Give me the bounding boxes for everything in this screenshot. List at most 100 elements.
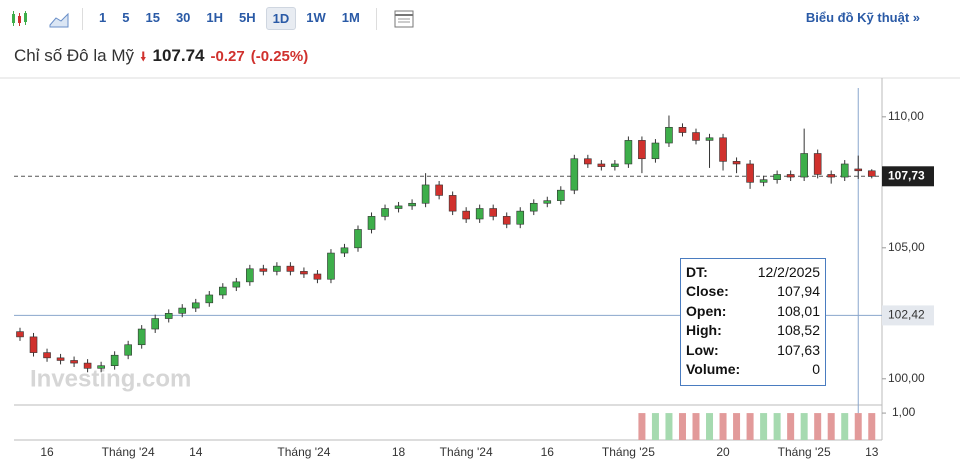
candle-body — [462, 210, 470, 220]
area-icon[interactable] — [48, 8, 70, 30]
candle-body — [381, 208, 389, 217]
x-tick-label: 16 — [40, 445, 54, 459]
volume-bar — [760, 413, 768, 440]
candle-body — [489, 208, 498, 217]
volume-bar — [719, 413, 727, 440]
volume-bar — [814, 413, 822, 440]
candle-body — [354, 229, 362, 249]
interval-button[interactable]: 1 — [99, 10, 107, 25]
quote: Chỉ số Đô la Mỹ 🠛 107.74 -0.27 (-0.25%) — [14, 46, 308, 70]
change: -0.27 — [210, 48, 245, 65]
volume-bar — [827, 413, 835, 440]
interval-button[interactable]: 1M — [341, 10, 360, 25]
candle-body — [300, 271, 308, 275]
y-tick-label: 110,00 — [888, 109, 924, 123]
candle-body — [448, 195, 457, 212]
interval-button[interactable]: 1H — [206, 10, 224, 25]
interval-group: 1 5 15 30 1H 5H 1D 1W 1M — [91, 7, 368, 30]
candle-body — [124, 344, 132, 356]
candle-body — [286, 265, 295, 272]
x-tick-label: Tháng '24 — [440, 445, 493, 459]
candle-body — [232, 281, 241, 288]
candle-body — [854, 168, 863, 172]
technical-chart-link[interactable]: Biểu đồ Kỹ thuật » — [805, 10, 920, 25]
candle-body — [408, 202, 416, 207]
tooltip-label: Close: — [686, 283, 729, 300]
tooltip: DT: 12/2/2025 Close: 107,94 Open: 108,01 High:… — [680, 258, 826, 386]
change-percent: (-0.25%) — [250, 48, 309, 65]
candle-body — [638, 140, 646, 160]
interval-button[interactable]: 15 — [145, 10, 160, 25]
x-tick-label: 18 — [392, 445, 406, 459]
candle-body — [219, 286, 227, 296]
tooltip-row: Low: 107,63 — [686, 340, 820, 360]
tooltip-label: DT: — [686, 263, 708, 280]
candle-body — [164, 313, 173, 319]
tooltip-value: 12/2/2025 — [757, 263, 820, 280]
candle-body — [516, 210, 525, 225]
volume-bar — [733, 413, 741, 440]
instrument-name: Chỉ số Đô la Mỹ — [14, 46, 134, 65]
x-tick-label: 14 — [189, 445, 203, 459]
candle-body — [435, 184, 443, 196]
y-tick-label: 105,00 — [888, 240, 925, 254]
tooltip-label: Volume: — [686, 361, 741, 378]
candle-body — [29, 336, 38, 353]
candle-body — [786, 174, 795, 178]
last-price: 107.74 — [152, 46, 205, 65]
volume-bar — [800, 413, 808, 440]
crosshair-label-box — [882, 305, 934, 326]
table-icon[interactable] — [393, 8, 415, 30]
volume-bar — [773, 413, 781, 440]
candle-body — [421, 184, 430, 204]
tooltip-row: High: 108,52 — [686, 321, 820, 341]
candle-body — [313, 273, 322, 280]
down-arrow: 🠛 — [139, 49, 147, 64]
candle-body — [732, 161, 741, 165]
candle-body — [475, 208, 484, 220]
tooltip-value: 108,52 — [777, 322, 820, 339]
volume-bar — [868, 413, 876, 440]
last-price-box — [882, 166, 934, 187]
last-price-label: 107,73 — [888, 168, 925, 182]
volume-tick-label: 1,00 — [892, 405, 916, 419]
candle-body — [692, 132, 700, 141]
x-tick-label: Tháng '24 — [277, 445, 330, 459]
volume-bar — [665, 413, 673, 440]
candle-body — [110, 354, 119, 367]
candle-body — [83, 362, 92, 369]
candle-body — [597, 163, 606, 167]
candle-body — [394, 205, 403, 209]
candle-body — [746, 163, 754, 183]
candle-body — [570, 158, 579, 191]
x-tick-label: 20 — [716, 445, 730, 459]
volume-bar — [841, 413, 849, 440]
tooltip-value: 0 — [812, 361, 820, 378]
x-tick-label: 16 — [541, 445, 555, 459]
volume-bar — [854, 413, 862, 440]
interval-button[interactable]: 5 — [122, 10, 130, 25]
interval-button[interactable]: 30 — [175, 10, 191, 25]
separator — [375, 7, 377, 30]
x-tick-label: Tháng '25 — [778, 445, 831, 459]
candle-body — [611, 163, 619, 167]
candle-icon[interactable] — [8, 8, 30, 30]
candle-body — [800, 153, 808, 178]
candle-body — [97, 365, 105, 369]
volume-bar — [692, 413, 700, 440]
tooltip-row: Close: 107,94 — [686, 282, 820, 302]
candle-body — [70, 360, 78, 364]
interval-button[interactable]: 5H — [239, 10, 256, 25]
interval-button[interactable]: 1D — [265, 7, 297, 30]
volume-bar — [787, 413, 795, 440]
tooltip-label: High: — [686, 322, 722, 339]
x-tick-label: 13 — [865, 445, 879, 459]
tooltip-row: Volume: 0 — [686, 360, 820, 380]
candle-body — [273, 265, 281, 272]
tooltip-value: 107,63 — [777, 341, 820, 358]
candle-body — [340, 247, 349, 254]
candle-body — [840, 163, 849, 178]
interval-button[interactable]: 1W — [306, 10, 326, 25]
